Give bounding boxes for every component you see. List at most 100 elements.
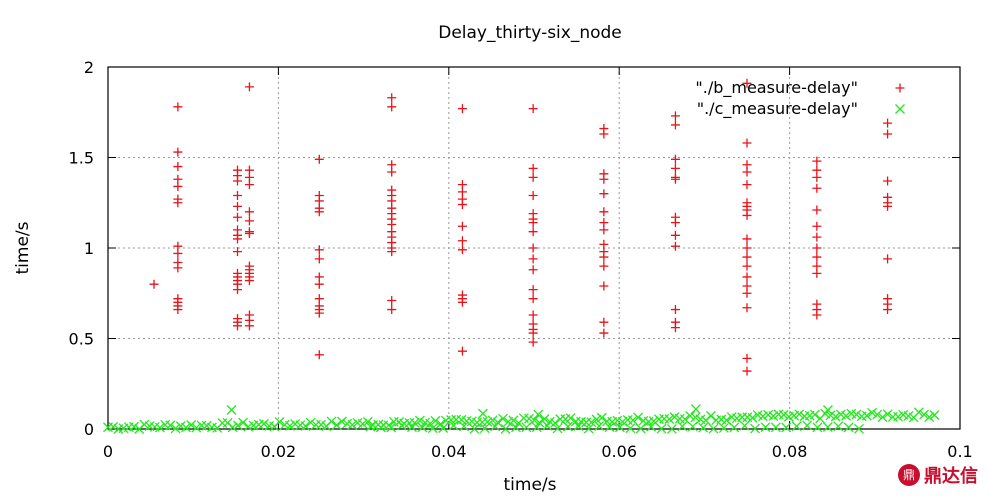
- data-point-b: [457, 297, 467, 307]
- data-point-b: [742, 252, 752, 262]
- data-point-c: [227, 422, 238, 433]
- data-point-c: [331, 420, 342, 431]
- data-point-c: [274, 416, 285, 427]
- legend-label-c: "./c_measure-delay": [697, 99, 858, 119]
- data-point-c: [822, 405, 833, 415]
- data-point-c: [690, 404, 701, 415]
- data-point-c: [778, 409, 789, 420]
- data-point-c: [586, 417, 597, 428]
- data-point-b: [670, 120, 680, 130]
- data-point-b: [457, 104, 467, 114]
- data-point-c: [919, 409, 930, 420]
- data-point-c: [646, 421, 657, 432]
- data-point-c: [843, 422, 854, 433]
- data-point-b: [173, 181, 183, 191]
- data-point-c: [407, 422, 417, 433]
- data-point-c: [698, 422, 709, 433]
- data-point-c: [656, 423, 667, 434]
- data-point-c: [165, 420, 176, 431]
- data-point-b: [599, 252, 609, 262]
- data-point-c: [861, 410, 872, 421]
- data-point-c: [872, 409, 883, 420]
- data-point-c: [129, 421, 139, 432]
- data-point-b: [233, 247, 243, 257]
- data-point-b: [670, 305, 680, 315]
- data-point-b: [670, 218, 680, 228]
- data-point-c: [708, 423, 719, 434]
- data-point-c: [791, 421, 802, 432]
- data-point-b: [244, 229, 254, 239]
- data-point-c: [531, 422, 542, 433]
- data-point-c: [648, 416, 659, 427]
- data-point-c: [477, 408, 488, 419]
- data-point-c: [409, 417, 420, 428]
- data-point-b: [173, 102, 183, 112]
- data-point-c: [500, 424, 511, 434]
- data-point-c: [822, 422, 833, 432]
- data-point-c: [438, 423, 449, 433]
- data-point-b: [233, 212, 243, 222]
- data-point-b: [314, 245, 324, 255]
- data-point-b: [457, 245, 467, 255]
- data-point-c: [809, 409, 820, 420]
- data-point-b: [173, 305, 183, 315]
- data-point-b: [314, 350, 324, 360]
- data-point-c: [614, 422, 625, 433]
- data-point-c: [929, 410, 940, 421]
- data-point-c: [830, 411, 841, 422]
- data-point-c: [529, 415, 540, 426]
- data-point-c: [794, 409, 805, 420]
- data-point-b: [387, 93, 397, 103]
- data-point-b: [457, 236, 467, 246]
- data-point-b: [742, 303, 752, 313]
- data-point-c: [186, 420, 197, 430]
- data-point-b: [742, 261, 752, 271]
- data-point-c: [562, 421, 573, 432]
- data-point-b: [528, 265, 538, 275]
- data-point-c: [729, 422, 740, 433]
- data-point-b: [528, 243, 538, 253]
- data-point-c: [718, 422, 729, 433]
- data-point-b: [670, 241, 680, 251]
- data-point-c: [533, 409, 544, 420]
- data-point-c: [232, 420, 243, 431]
- data-point-b: [314, 308, 324, 318]
- data-point-c: [508, 415, 519, 426]
- data-point-c: [347, 419, 358, 430]
- data-point-c: [854, 423, 864, 434]
- x-tick-label: 0: [103, 442, 113, 461]
- data-point-b: [528, 104, 538, 114]
- data-point-c: [802, 420, 813, 431]
- data-point-b: [244, 82, 254, 92]
- data-point-b: [883, 176, 893, 186]
- data-point-c: [326, 416, 337, 427]
- data-point-b: [528, 310, 538, 320]
- data-point-b: [812, 156, 822, 166]
- data-point-c: [258, 418, 269, 429]
- data-point-b: [387, 305, 397, 315]
- data-point-b: [812, 221, 822, 231]
- data-point-b: [883, 305, 893, 315]
- data-point-b: [599, 207, 609, 217]
- data-point-b: [244, 216, 254, 226]
- data-point-b: [742, 366, 752, 376]
- data-point-c: [357, 418, 368, 429]
- data-point-c: [625, 423, 636, 434]
- data-point-b: [173, 162, 183, 172]
- legend-marker-b: [895, 83, 905, 93]
- data-point-c: [336, 416, 347, 427]
- data-point-c: [690, 412, 701, 423]
- data-point-c: [666, 424, 677, 434]
- data-point-b: [457, 200, 467, 210]
- data-point-b: [599, 129, 609, 139]
- data-point-b: [812, 268, 822, 278]
- data-point-b: [670, 163, 680, 173]
- legend-label-b: "./b_measure-delay": [695, 78, 858, 98]
- y-tick-label: 1: [84, 239, 94, 258]
- x-tick-label: 0.04: [431, 442, 467, 461]
- data-point-c: [417, 422, 428, 433]
- data-point-c: [425, 418, 436, 429]
- data-point-c: [300, 421, 311, 432]
- x-axis-label: time/s: [504, 475, 557, 495]
